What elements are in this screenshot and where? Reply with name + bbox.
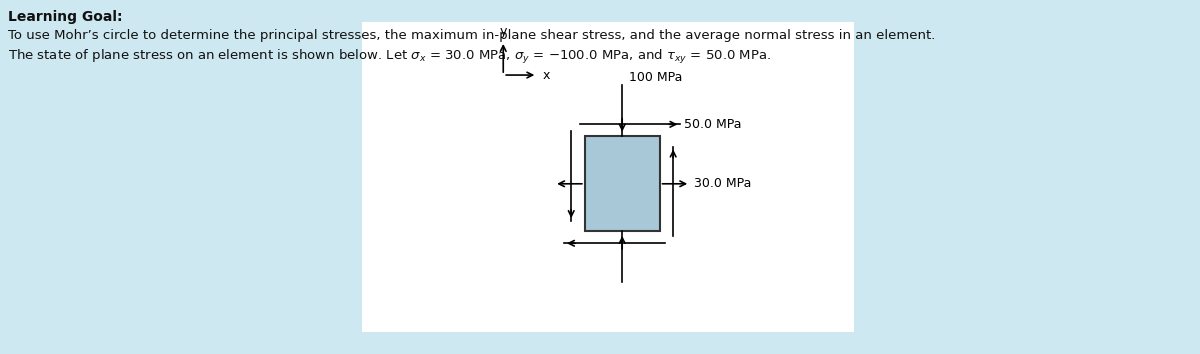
Text: 50.0 MPa: 50.0 MPa	[684, 118, 742, 131]
Text: To use Mohr’s circle to determine the principal stresses, the maximum in-plane s: To use Mohr’s circle to determine the pr…	[8, 29, 935, 42]
Bar	[584, 136, 660, 232]
Text: The state of plane stress on an element is shown below. Let $\sigma_x$ = 30.0 MP: The state of plane stress on an element …	[8, 48, 772, 66]
Bar	[362, 22, 854, 332]
Text: 100 MPa: 100 MPa	[629, 70, 683, 84]
Text: y: y	[499, 25, 506, 38]
Text: x: x	[542, 69, 550, 81]
Text: Learning Goal:: Learning Goal:	[8, 10, 122, 24]
Text: 30.0 MPa: 30.0 MPa	[694, 177, 751, 190]
